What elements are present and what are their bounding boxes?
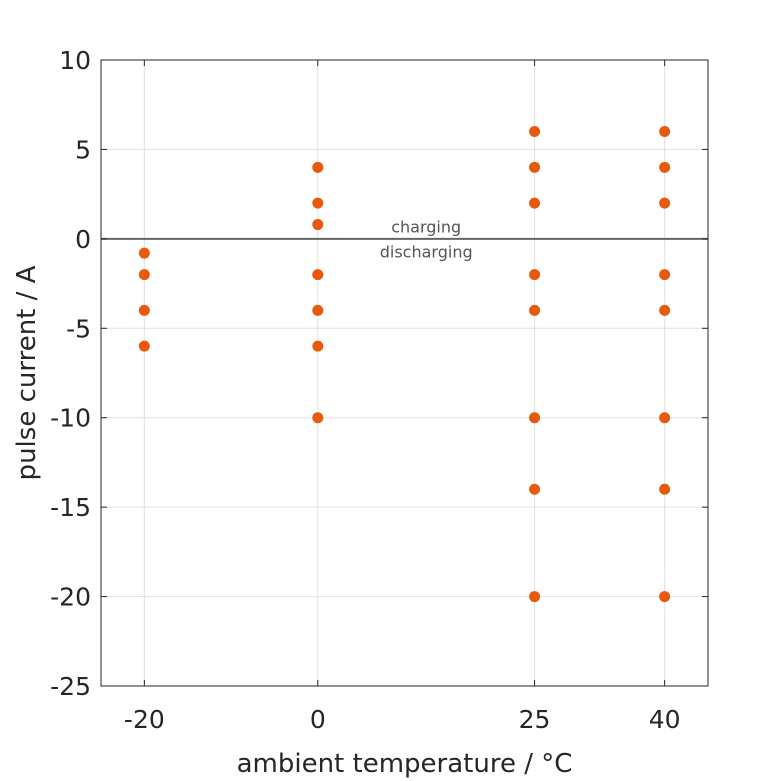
x-axis-label: ambient temperature / °C bbox=[237, 749, 573, 779]
data-point bbox=[529, 161, 541, 173]
y-tick-label: 5 bbox=[75, 135, 91, 164]
data-point bbox=[312, 412, 324, 424]
data-point bbox=[659, 161, 671, 173]
data-point bbox=[312, 269, 324, 281]
data-point bbox=[312, 197, 324, 209]
y-tick-label: -20 bbox=[50, 583, 91, 612]
data-point bbox=[659, 483, 671, 495]
y-tick-label: 0 bbox=[75, 225, 91, 254]
tick-marks bbox=[101, 59, 708, 687]
annotation-label: discharging bbox=[380, 242, 473, 261]
y-axis-label: pulse current / A bbox=[12, 265, 42, 480]
data-point bbox=[529, 483, 541, 495]
data-point bbox=[659, 197, 671, 209]
data-point bbox=[529, 412, 541, 424]
data-point bbox=[529, 591, 541, 603]
y-tick-label: -10 bbox=[50, 404, 91, 433]
x-tick-labels: -20 0 25 40 bbox=[124, 705, 681, 734]
y-tick-label: -5 bbox=[66, 314, 91, 343]
data-point bbox=[659, 591, 671, 603]
data-points bbox=[138, 126, 671, 603]
data-point bbox=[529, 304, 541, 316]
data-point bbox=[312, 340, 324, 352]
data-point bbox=[312, 304, 324, 316]
data-point bbox=[659, 269, 671, 281]
data-point bbox=[312, 161, 324, 173]
data-point bbox=[138, 269, 150, 281]
data-point bbox=[659, 412, 671, 424]
plot-frame bbox=[100, 59, 709, 687]
data-point bbox=[529, 269, 541, 281]
data-point bbox=[312, 219, 324, 231]
x-tick-label: 40 bbox=[649, 705, 681, 734]
data-point bbox=[138, 247, 150, 259]
x-tick-label: -20 bbox=[124, 705, 165, 734]
y-tick-label: 10 bbox=[59, 46, 91, 75]
data-point bbox=[659, 126, 671, 138]
data-point bbox=[138, 340, 150, 352]
x-tick-label: 0 bbox=[310, 705, 326, 734]
y-tick-label: -15 bbox=[50, 493, 91, 522]
y-tick-labels: 10 5 0 -5 -10 -15 -20 -25 bbox=[50, 46, 91, 701]
annotation-label: charging bbox=[391, 217, 461, 236]
data-point bbox=[138, 304, 150, 316]
annotations: charging discharging bbox=[380, 217, 473, 261]
data-point bbox=[529, 126, 541, 138]
y-tick-label: -25 bbox=[50, 672, 91, 701]
x-tick-label: 25 bbox=[519, 705, 551, 734]
data-point bbox=[659, 304, 671, 316]
data-point bbox=[529, 197, 541, 209]
